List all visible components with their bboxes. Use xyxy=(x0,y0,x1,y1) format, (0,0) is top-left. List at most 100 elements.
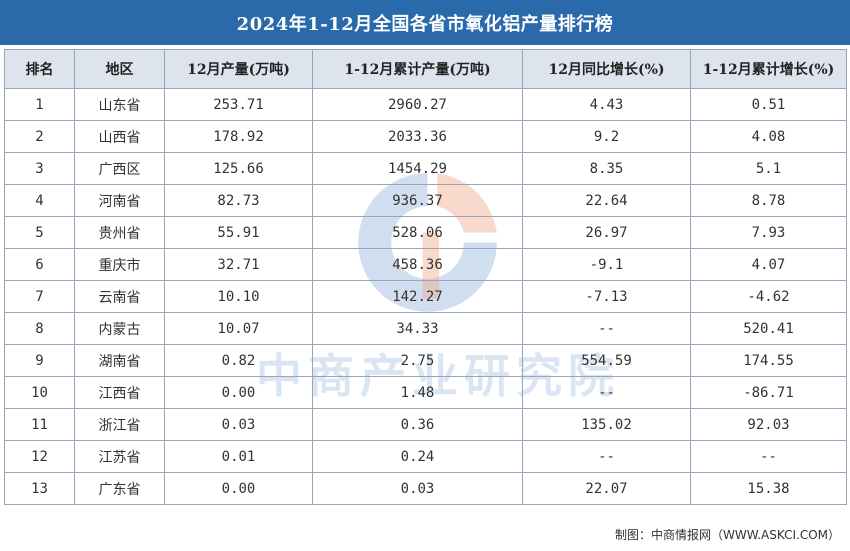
header-cum-output: 1-12月累计产量(万吨) xyxy=(312,49,523,89)
cell-dec-output: 0.01 xyxy=(164,440,313,473)
cell-region: 云南省 xyxy=(74,280,165,313)
cell-cum-output: 936.37 xyxy=(312,184,523,217)
cell-dec-output: 32.71 xyxy=(164,248,313,281)
cell-cum-output: 34.33 xyxy=(312,312,523,345)
cell-cum-output: 2960.27 xyxy=(312,88,523,121)
cell-cum-growth: 4.08 xyxy=(690,120,847,153)
cell-rank: 10 xyxy=(4,376,75,409)
cell-cum-output: 2.75 xyxy=(312,344,523,377)
cell-rank: 4 xyxy=(4,184,75,217)
cell-cum-output: 0.24 xyxy=(312,440,523,473)
table-row: 2 山西省 178.92 2033.36 9.2 4.08 xyxy=(4,120,847,153)
cell-rank: 12 xyxy=(4,440,75,473)
cell-cum-growth: -86.71 xyxy=(690,376,847,409)
cell-cum-growth: -- xyxy=(690,440,847,473)
cell-cum-growth: 8.78 xyxy=(690,184,847,217)
cell-rank: 3 xyxy=(4,152,75,185)
table-row: 4 河南省 82.73 936.37 22.64 8.78 xyxy=(4,184,847,217)
cell-cum-growth: 92.03 xyxy=(690,408,847,441)
cell-cum-output: 142.27 xyxy=(312,280,523,313)
cell-region: 贵州省 xyxy=(74,216,165,249)
table-row: 7 云南省 10.10 142.27 -7.13 -4.62 xyxy=(4,280,847,313)
cell-dec-yoy: 8.35 xyxy=(522,152,691,185)
cell-dec-output: 0.00 xyxy=(164,376,313,409)
cell-region: 内蒙古 xyxy=(74,312,165,345)
cell-rank: 11 xyxy=(4,408,75,441)
cell-region: 河南省 xyxy=(74,184,165,217)
cell-dec-yoy: 26.97 xyxy=(522,216,691,249)
header-row: 排名 地区 12月产量(万吨) 1-12月累计产量(万吨) 12月同比增长(%)… xyxy=(4,49,847,89)
cell-dec-output: 125.66 xyxy=(164,152,313,185)
table-title: 2024年1-12月全国各省市氧化铝产量排行榜 xyxy=(0,0,850,45)
cell-rank: 9 xyxy=(4,344,75,377)
cell-dec-output: 82.73 xyxy=(164,184,313,217)
cell-cum-growth: 0.51 xyxy=(690,88,847,121)
header-rank: 排名 xyxy=(4,49,75,89)
table-row: 10 江西省 0.00 1.48 -- -86.71 xyxy=(4,376,847,409)
cell-region: 重庆市 xyxy=(74,248,165,281)
cell-region: 广东省 xyxy=(74,472,165,505)
table-row: 5 贵州省 55.91 528.06 26.97 7.93 xyxy=(4,216,847,249)
cell-cum-output: 1454.29 xyxy=(312,152,523,185)
cell-cum-output: 528.06 xyxy=(312,216,523,249)
cell-rank: 5 xyxy=(4,216,75,249)
cell-dec-yoy: 22.64 xyxy=(522,184,691,217)
cell-dec-yoy: 554.59 xyxy=(522,344,691,377)
footer-credit: 制图：中商情报网（WWW.ASKCI.COM） xyxy=(615,528,840,542)
cell-rank: 6 xyxy=(4,248,75,281)
cell-dec-yoy: -9.1 xyxy=(522,248,691,281)
table-row: 13 广东省 0.00 0.03 22.07 15.38 xyxy=(4,472,847,505)
cell-cum-output: 0.03 xyxy=(312,472,523,505)
cell-region: 山东省 xyxy=(74,88,165,121)
cell-cum-growth: 520.41 xyxy=(690,312,847,345)
cell-dec-yoy: 9.2 xyxy=(522,120,691,153)
cell-dec-output: 10.10 xyxy=(164,280,313,313)
cell-cum-growth: 7.93 xyxy=(690,216,847,249)
cell-cum-growth: 174.55 xyxy=(690,344,847,377)
cell-dec-yoy: -7.13 xyxy=(522,280,691,313)
cell-dec-output: 0.00 xyxy=(164,472,313,505)
header-region: 地区 xyxy=(74,49,165,89)
cell-cum-growth: 4.07 xyxy=(690,248,847,281)
table-row: 11 浙江省 0.03 0.36 135.02 92.03 xyxy=(4,408,847,441)
cell-rank: 8 xyxy=(4,312,75,345)
cell-rank: 2 xyxy=(4,120,75,153)
table-row: 9 湖南省 0.82 2.75 554.59 174.55 xyxy=(4,344,847,377)
table-row: 3 广西区 125.66 1454.29 8.35 5.1 xyxy=(4,152,847,185)
cell-dec-yoy: -- xyxy=(522,376,691,409)
table-row: 12 江苏省 0.01 0.24 -- -- xyxy=(4,440,847,473)
cell-cum-growth: 15.38 xyxy=(690,472,847,505)
cell-region: 浙江省 xyxy=(74,408,165,441)
cell-rank: 1 xyxy=(4,88,75,121)
header-dec-output: 12月产量(万吨) xyxy=(164,49,313,89)
cell-cum-growth: -4.62 xyxy=(690,280,847,313)
cell-cum-output: 458.36 xyxy=(312,248,523,281)
cell-dec-output: 0.82 xyxy=(164,344,313,377)
cell-region: 山西省 xyxy=(74,120,165,153)
cell-dec-yoy: 135.02 xyxy=(522,408,691,441)
cell-dec-output: 55.91 xyxy=(164,216,313,249)
cell-dec-yoy: 4.43 xyxy=(522,88,691,121)
cell-cum-output: 2033.36 xyxy=(312,120,523,153)
table-row: 8 内蒙古 10.07 34.33 -- 520.41 xyxy=(4,312,847,345)
cell-dec-yoy: -- xyxy=(522,440,691,473)
cell-cum-output: 0.36 xyxy=(312,408,523,441)
cell-cum-output: 1.48 xyxy=(312,376,523,409)
cell-region: 广西区 xyxy=(74,152,165,185)
table-row: 1 山东省 253.71 2960.27 4.43 0.51 xyxy=(4,88,847,121)
cell-dec-output: 178.92 xyxy=(164,120,313,153)
cell-dec-output: 10.07 xyxy=(164,312,313,345)
cell-dec-output: 253.71 xyxy=(164,88,313,121)
cell-region: 江西省 xyxy=(74,376,165,409)
cell-rank: 7 xyxy=(4,280,75,313)
cell-dec-yoy: -- xyxy=(522,312,691,345)
cell-rank: 13 xyxy=(4,472,75,505)
header-cum-growth: 1-12月累计增长(%) xyxy=(690,49,847,89)
header-dec-yoy: 12月同比增长(%) xyxy=(522,49,691,89)
cell-dec-yoy: 22.07 xyxy=(522,472,691,505)
cell-region: 江苏省 xyxy=(74,440,165,473)
cell-region: 湖南省 xyxy=(74,344,165,377)
cell-cum-growth: 5.1 xyxy=(690,152,847,185)
table-row: 6 重庆市 32.71 458.36 -9.1 4.07 xyxy=(4,248,847,281)
ranking-table: 排名 地区 12月产量(万吨) 1-12月累计产量(万吨) 12月同比增长(%)… xyxy=(4,49,847,505)
